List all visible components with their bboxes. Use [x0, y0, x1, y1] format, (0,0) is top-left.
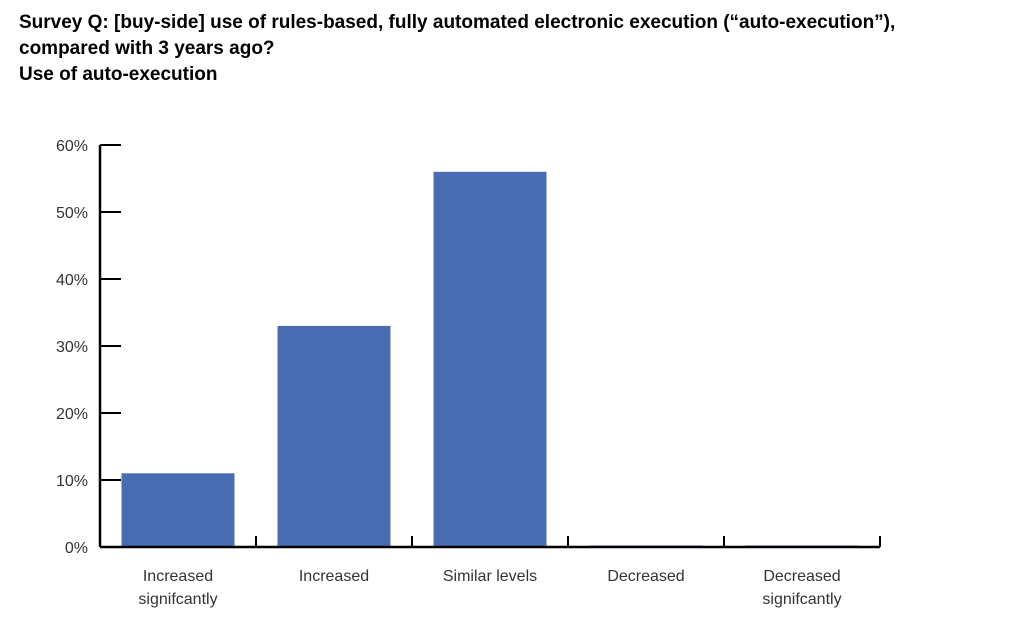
y-tick-label-0: 0%	[65, 540, 88, 557]
y-tick-label-2: 20%	[56, 406, 88, 423]
y-tick-label-5: 50%	[56, 205, 88, 222]
x-category-label-1: Increased	[299, 568, 369, 585]
y-tick-label-6: 60%	[56, 138, 88, 155]
bar-2	[433, 171, 547, 548]
y-tick-label-3: 30%	[56, 339, 88, 356]
chart-title-block: Survey Q: [buy-side] use of rules-based,…	[19, 10, 1009, 88]
x-category-label-3: Decreased	[607, 568, 684, 585]
y-tick-label-1: 10%	[56, 473, 88, 490]
bar-0	[121, 473, 235, 547]
bar-1	[277, 325, 391, 547]
x-category-label-2: Similar levels	[443, 568, 537, 585]
x-category-label-0: Increased signifcantly	[138, 568, 217, 608]
chart-subtitle: Use of auto-execution	[19, 64, 218, 85]
chart-title-line-1: Survey Q: [buy-side] use of rules-based,…	[19, 12, 896, 33]
x-category-label-4: Decreased signifcantly	[762, 568, 841, 608]
chart-title-line-2: compared with 3 years ago?	[19, 38, 275, 59]
y-tick-label-4: 40%	[56, 272, 88, 289]
